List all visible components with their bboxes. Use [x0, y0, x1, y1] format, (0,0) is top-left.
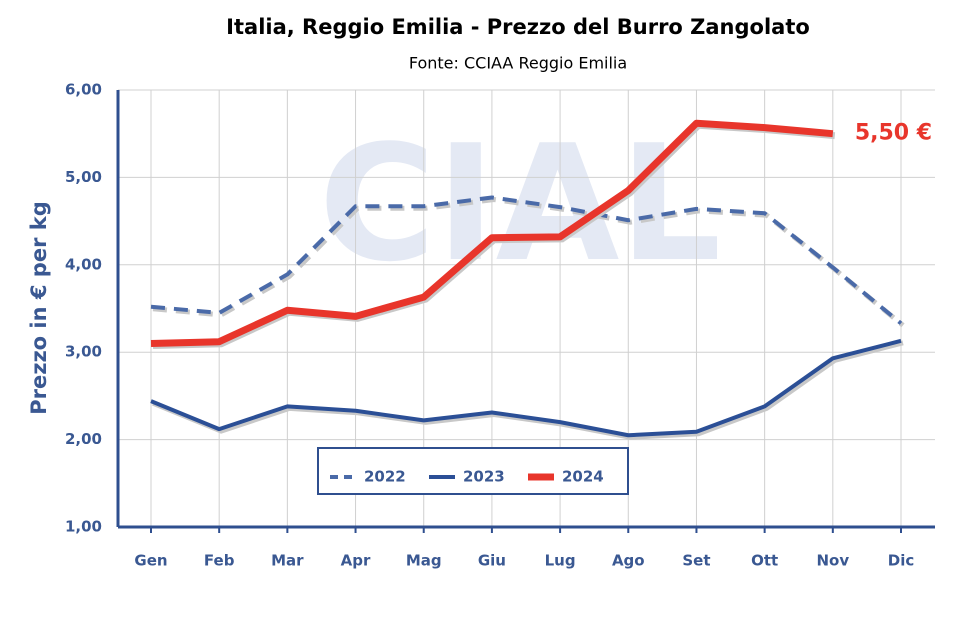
chart-title: Italia, Reggio Emilia - Prezzo del Burro…	[226, 15, 810, 39]
x-tick-label: Feb	[204, 552, 235, 570]
legend-label: 2022	[364, 468, 406, 486]
y-tick-label: 3,00	[65, 343, 102, 361]
x-tick-label: Giu	[478, 552, 506, 570]
line	[150, 195, 903, 325]
y-tick-label: 4,00	[65, 255, 102, 273]
x-tick-label: Apr	[341, 552, 371, 570]
chart-subtitle: Fonte: CCIAA Reggio Emilia	[409, 54, 627, 73]
y-tick-label: 1,00	[65, 518, 102, 536]
annotation: 5,50 €	[855, 121, 932, 146]
x-tick-label: Mag	[406, 552, 442, 570]
x-tick-label: Dic	[888, 552, 914, 570]
x-tick-label: Mar	[271, 552, 304, 570]
line	[150, 119, 834, 347]
x-tick-label: Ott	[751, 552, 778, 570]
y-tick-label: 2,00	[65, 430, 102, 448]
watermark: CIAL	[319, 110, 722, 297]
x-tick-label: Ago	[612, 552, 645, 570]
x-tick-label: Lug	[545, 552, 576, 570]
legend-label: 2024	[562, 468, 604, 486]
legend-box	[317, 447, 629, 495]
y-tick-label: 6,00	[65, 81, 102, 99]
x-tick-label: Nov	[816, 552, 849, 570]
x-tick-label: Set	[682, 552, 710, 570]
legend-label: 2023	[463, 468, 505, 486]
y-tick-label: 5,00	[65, 168, 102, 186]
y-axis-label: Prezzo in € per kg	[27, 201, 51, 415]
x-tick-label: Gen	[134, 552, 167, 570]
line	[150, 338, 902, 438]
